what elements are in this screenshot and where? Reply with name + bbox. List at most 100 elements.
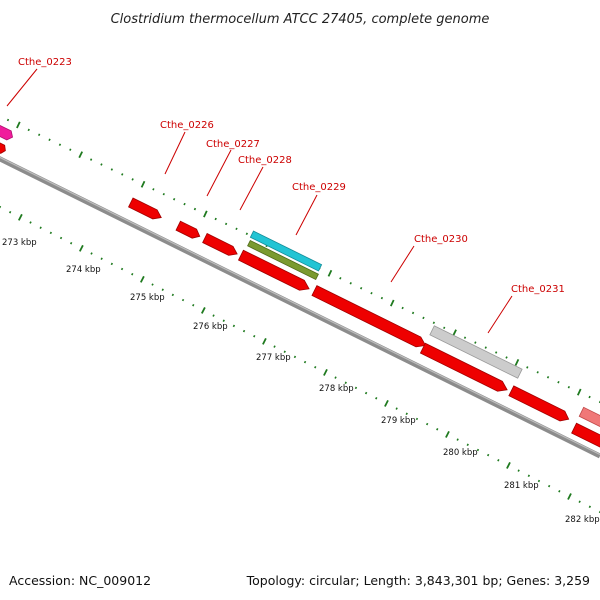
outer-scale-major-tick — [514, 359, 520, 366]
inner-scale-major-tick — [17, 213, 23, 221]
leader-lines — [6, 68, 513, 334]
outer-scale-minor-tick — [546, 376, 550, 379]
gene-cthe-0231-gray[interactable] — [429, 325, 523, 379]
kbp-label-276: 276 kbp — [193, 322, 228, 332]
inner-scale-minor-tick — [375, 397, 378, 400]
backbone-highlight — [0, 156, 600, 456]
gene-label-cthe-0226[interactable]: Cthe_0226 — [160, 120, 214, 131]
kbp-label-274: 274 kbp — [66, 265, 101, 275]
outer-scale-minor-tick — [110, 168, 114, 171]
gene-cthe-0227[interactable] — [175, 220, 202, 241]
inner-scale-major-tick — [262, 337, 267, 345]
gene-cthe-0229[interactable] — [237, 249, 311, 294]
inner-scale-minor-tick — [253, 334, 256, 338]
gene-cthe-0228[interactable] — [202, 233, 240, 259]
inner-scale-minor-tick — [151, 283, 154, 286]
outer-scale-minor-tick — [48, 138, 51, 142]
outer-scale-minor-tick — [526, 366, 529, 369]
outer-scale-minor-tick — [380, 296, 384, 300]
inner-scale-minor-tick — [547, 484, 551, 488]
outer-scale-minor-tick — [536, 371, 539, 374]
kbp-label-277: 277 kbp — [256, 353, 291, 363]
gene-label-cthe-0231[interactable]: Cthe_0231 — [511, 284, 565, 295]
gene-cthe-0230[interactable] — [311, 285, 428, 351]
inner-scale-minor-tick — [415, 417, 419, 421]
inner-scale-minor-tick — [212, 314, 215, 317]
inner-scale-minor-tick — [49, 231, 53, 235]
inner-scale-minor-tick — [100, 257, 103, 260]
gene-cthe-0226[interactable] — [128, 197, 164, 222]
gene-label-cthe-0229[interactable]: Cthe_0229 — [292, 182, 346, 193]
inner-scale-minor-tick — [69, 241, 73, 245]
gene-cthe-0229-cyan[interactable] — [249, 230, 323, 272]
leader-line-cthe-0229 — [295, 194, 318, 236]
leader-line-cthe-0228 — [239, 166, 264, 211]
inner-scale-minor-tick — [242, 329, 246, 333]
outer-scale-minor-tick — [505, 356, 508, 359]
outer-scale-minor-tick — [131, 178, 134, 181]
inner-scale-minor-tick — [334, 376, 337, 379]
outer-scale-minor-tick — [27, 128, 30, 132]
outer-scale-minor-tick — [121, 173, 124, 176]
gene-label-cthe-0230[interactable]: Cthe_0230 — [414, 234, 468, 245]
gene-red-edge[interactable] — [571, 422, 600, 452]
outer-scale-minor-tick — [245, 232, 249, 236]
inner-scale-ticks — [0, 205, 600, 514]
inner-scale-minor-tick — [283, 350, 286, 353]
outer-scale-minor-tick — [432, 321, 436, 325]
inner-scale-minor-tick — [425, 422, 429, 426]
outer-scale-ticks — [6, 118, 600, 404]
inner-scale-minor-tick — [8, 210, 12, 214]
gene-label-cthe-0227[interactable]: Cthe_0227 — [206, 139, 260, 150]
gene-cthe-0223[interactable] — [0, 118, 15, 142]
outer-scale-minor-tick — [58, 143, 62, 146]
inner-scale-major-tick — [139, 275, 145, 283]
genome-backbone — [0, 156, 600, 459]
gene-features — [0, 118, 600, 452]
inner-scale-minor-tick — [110, 262, 114, 266]
inner-scale-major-tick — [323, 368, 328, 376]
gene-label-cthe-0228[interactable]: Cthe_0228 — [238, 155, 292, 166]
outer-scale-minor-tick — [567, 385, 571, 389]
gene-cthe-0229-olive[interactable] — [247, 239, 319, 281]
inner-scale-minor-tick — [181, 298, 185, 302]
leader-line-cthe-0230 — [390, 245, 415, 283]
backbone-line — [0, 156, 600, 459]
kbp-labels: 273 kbp 274 kbp 275 kbp 276 kbp 277 kbp … — [2, 238, 600, 525]
inner-scale-minor-tick — [436, 428, 439, 431]
gene-partial-left[interactable] — [0, 138, 7, 155]
gene-label-cthe-0223[interactable]: Cthe_0223 — [18, 57, 72, 68]
inner-scale-minor-tick — [314, 366, 317, 369]
outer-scale-minor-tick — [443, 326, 446, 330]
gene-cthe-0231[interactable] — [419, 342, 509, 395]
outer-scale-major-tick — [203, 210, 208, 218]
inner-scale-minor-tick — [476, 448, 480, 452]
outer-scale-minor-tick — [474, 341, 477, 344]
inner-scale-minor-tick — [29, 221, 32, 224]
inner-scale-minor-tick — [90, 252, 93, 255]
outer-scale-major-tick — [452, 329, 457, 337]
inner-scale-minor-tick — [497, 459, 500, 462]
kbp-label-282: 282 kbp — [565, 515, 600, 525]
outer-scale-minor-tick — [235, 227, 238, 231]
accession-text: Accession: NC_009012 — [9, 573, 151, 588]
inner-scale-minor-tick — [354, 386, 358, 390]
outer-scale-minor-tick — [162, 192, 165, 196]
inner-scale-minor-tick — [578, 500, 581, 503]
outer-scale-minor-tick — [494, 351, 498, 354]
gene-next-red[interactable] — [508, 385, 571, 424]
outer-scale-minor-tick — [349, 282, 352, 285]
kbp-label-279: 279 kbp — [381, 416, 416, 426]
gene-light-red-edge[interactable] — [578, 406, 600, 430]
inner-scale-minor-tick — [222, 319, 225, 322]
outer-scale-minor-tick — [359, 286, 363, 290]
leader-line-cthe-0223 — [6, 68, 38, 107]
inner-scale-minor-tick — [405, 412, 408, 416]
outer-scale-major-tick — [576, 388, 582, 396]
inner-scale-minor-tick — [517, 469, 520, 472]
outer-scale-major-tick — [327, 269, 333, 277]
kbp-label-275: 275 kbp — [130, 293, 165, 303]
outer-scale-minor-tick — [100, 163, 103, 166]
inner-scale-minor-tick — [171, 293, 175, 297]
inner-scale-minor-tick — [537, 479, 541, 483]
